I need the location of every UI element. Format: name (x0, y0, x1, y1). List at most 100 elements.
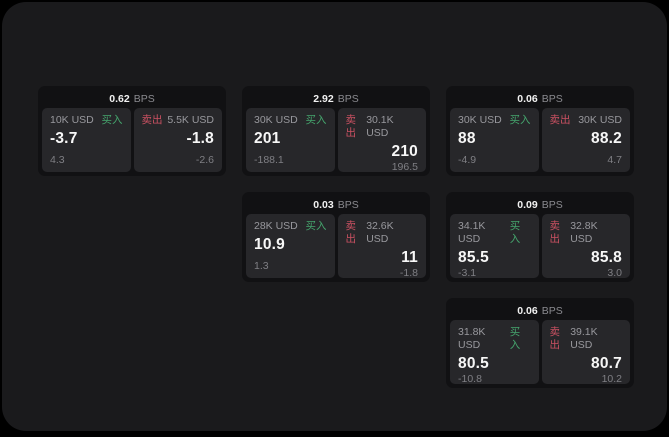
buy-delta: -188.1 (254, 154, 284, 166)
bps-value: 0.09 (517, 199, 538, 211)
sell-side-label: 卖出 (345, 114, 357, 139)
quote-panels: 30K USD 买入 88 -4.9 卖出 30K USD 88.2 4.7 (450, 108, 630, 172)
bps-header: 0.03 BPS (246, 196, 426, 214)
buy-delta: -3.1 (458, 267, 477, 279)
buy-panel[interactable]: 28K USD 买入 10.9 1.3 (246, 214, 335, 278)
buy-size-label: 34.1K USD (458, 220, 486, 245)
sell-side-label: 卖出 (345, 220, 357, 245)
bps-header: 2.92 BPS (246, 90, 426, 108)
sell-side-label: 卖出 (549, 114, 571, 126)
buy-panel-top: 30K USD 买入 (458, 114, 531, 127)
quote-card: 0.09 BPS 34.1K USD 买入 85.5 -3.1 卖出 32.8K… (446, 192, 634, 282)
sell-price: 88.2 (591, 130, 622, 147)
sell-price: 85.8 (591, 249, 622, 266)
sell-delta: -1.8 (399, 267, 418, 279)
buy-size-label: 31.8K USD (458, 326, 486, 351)
sell-size-label: 32.8K USD (570, 220, 598, 245)
sell-size-label: 39.1K USD (570, 326, 598, 351)
sell-price: -1.8 (186, 130, 214, 147)
buy-side-label: 买入 (305, 220, 327, 232)
sell-panel[interactable]: 卖出 32.8K USD 85.8 3.0 (541, 214, 630, 279)
quote-card: 2.92 BPS 30K USD 买入 201 -188.1 卖出 30.1K … (242, 86, 430, 176)
buy-price: 88 (458, 130, 476, 147)
bps-header: 0.62 BPS (42, 90, 222, 108)
buy-size-label: 10K USD (50, 114, 94, 126)
bps-unit: BPS (337, 199, 359, 211)
sell-price: 210 (391, 143, 418, 160)
quote-card: 0.06 BPS 30K USD 买入 88 -4.9 卖出 30K USD 8… (446, 86, 634, 176)
sell-delta: 196.5 (391, 161, 418, 173)
buy-panel-top: 30K USD 买入 (254, 114, 327, 127)
app-window: 0.62 BPS 10K USD 买入 -3.7 4.3 卖出 5.5K USD… (2, 2, 667, 431)
sell-panel-top: 卖出 32.6K USD (346, 220, 419, 246)
buy-size-label: 30K USD (254, 114, 298, 126)
buy-side-label: 买入 (101, 114, 123, 126)
bps-header: 0.06 BPS (450, 302, 630, 320)
sell-size-label: 32.6K USD (366, 220, 394, 245)
sell-side-label: 卖出 (549, 220, 561, 245)
buy-panel-top: 31.8K USD 买入 (458, 326, 531, 352)
buy-panel[interactable]: 30K USD 买入 88 -4.9 (450, 108, 539, 172)
sell-panel-top: 卖出 39.1K USD (550, 326, 623, 352)
quote-panels: 34.1K USD 买入 85.5 -3.1 卖出 32.8K USD 85.8… (450, 214, 630, 279)
sell-panel[interactable]: 卖出 32.6K USD 11 -1.8 (337, 214, 426, 279)
sell-panel-top: 卖出 5.5K USD (142, 114, 215, 127)
sell-panel-top: 卖出 32.8K USD (550, 220, 623, 246)
buy-side-label: 买入 (509, 114, 531, 126)
buy-panel-top: 34.1K USD 买入 (458, 220, 531, 246)
sell-price: 80.7 (591, 355, 622, 372)
bps-value: 0.03 (313, 199, 334, 211)
buy-delta: -10.8 (458, 373, 482, 385)
sell-panel[interactable]: 卖出 39.1K USD 80.7 10.2 (541, 320, 630, 385)
buy-size-label: 30K USD (458, 114, 502, 126)
buy-delta: 4.3 (50, 154, 65, 166)
sell-delta: 10.2 (601, 373, 622, 385)
buy-size-label: 28K USD (254, 220, 298, 232)
buy-side-label: 买入 (305, 114, 327, 126)
bps-unit: BPS (133, 93, 155, 105)
sell-panel[interactable]: 卖出 5.5K USD -1.8 -2.6 (133, 108, 222, 172)
sell-delta: 3.0 (607, 267, 622, 279)
sell-panel-top: 卖出 30K USD (550, 114, 623, 127)
sell-size-label: 30.1K USD (366, 114, 394, 139)
quote-card: 0.06 BPS 31.8K USD 买入 80.5 -10.8 卖出 39.1… (446, 298, 634, 388)
buy-price: 201 (254, 130, 281, 147)
buy-panel[interactable]: 10K USD 买入 -3.7 4.3 (42, 108, 131, 172)
buy-price: 85.5 (458, 249, 489, 266)
quote-panels: 30K USD 买入 201 -188.1 卖出 30.1K USD 210 1… (246, 108, 426, 173)
buy-price: -3.7 (50, 130, 78, 147)
bps-unit: BPS (541, 305, 563, 317)
sell-panel-top: 卖出 30.1K USD (346, 114, 419, 140)
quote-panels: 10K USD 买入 -3.7 4.3 卖出 5.5K USD -1.8 -2.… (42, 108, 222, 172)
bps-value: 0.06 (517, 305, 538, 317)
buy-panel-top: 10K USD 买入 (50, 114, 123, 127)
sell-size-label: 5.5K USD (167, 114, 214, 126)
sell-price: 11 (401, 249, 418, 266)
sell-delta: -2.6 (195, 154, 214, 166)
bps-unit: BPS (541, 93, 563, 105)
buy-price: 10.9 (254, 236, 285, 253)
sell-size-label: 30K USD (578, 114, 622, 126)
sell-panel[interactable]: 卖出 30K USD 88.2 4.7 (541, 108, 630, 172)
sell-panel[interactable]: 卖出 30.1K USD 210 196.5 (337, 108, 426, 173)
quote-card: 0.03 BPS 28K USD 买入 10.9 1.3 卖出 32.6K US… (242, 192, 430, 282)
bps-unit: BPS (337, 93, 359, 105)
bps-value: 0.62 (109, 93, 130, 105)
buy-panel[interactable]: 31.8K USD 买入 80.5 -10.8 (450, 320, 539, 385)
buy-side-label: 买入 (509, 220, 521, 245)
quote-panels: 28K USD 买入 10.9 1.3 卖出 32.6K USD 11 -1.8 (246, 214, 426, 279)
bps-header: 0.06 BPS (450, 90, 630, 108)
bps-value: 0.06 (517, 93, 538, 105)
buy-panel[interactable]: 30K USD 买入 201 -188.1 (246, 108, 335, 172)
bps-value: 2.92 (313, 93, 334, 105)
bps-header: 0.09 BPS (450, 196, 630, 214)
bps-unit: BPS (541, 199, 563, 211)
sell-side-label: 卖出 (549, 326, 561, 351)
quotes-grid: 0.62 BPS 10K USD 买入 -3.7 4.3 卖出 5.5K USD… (38, 86, 634, 388)
sell-delta: 4.7 (607, 154, 622, 166)
buy-side-label: 买入 (509, 326, 521, 351)
sell-side-label: 卖出 (141, 114, 163, 126)
buy-delta: -4.9 (458, 154, 477, 166)
buy-delta: 1.3 (254, 260, 269, 272)
buy-panel[interactable]: 34.1K USD 买入 85.5 -3.1 (450, 214, 539, 279)
